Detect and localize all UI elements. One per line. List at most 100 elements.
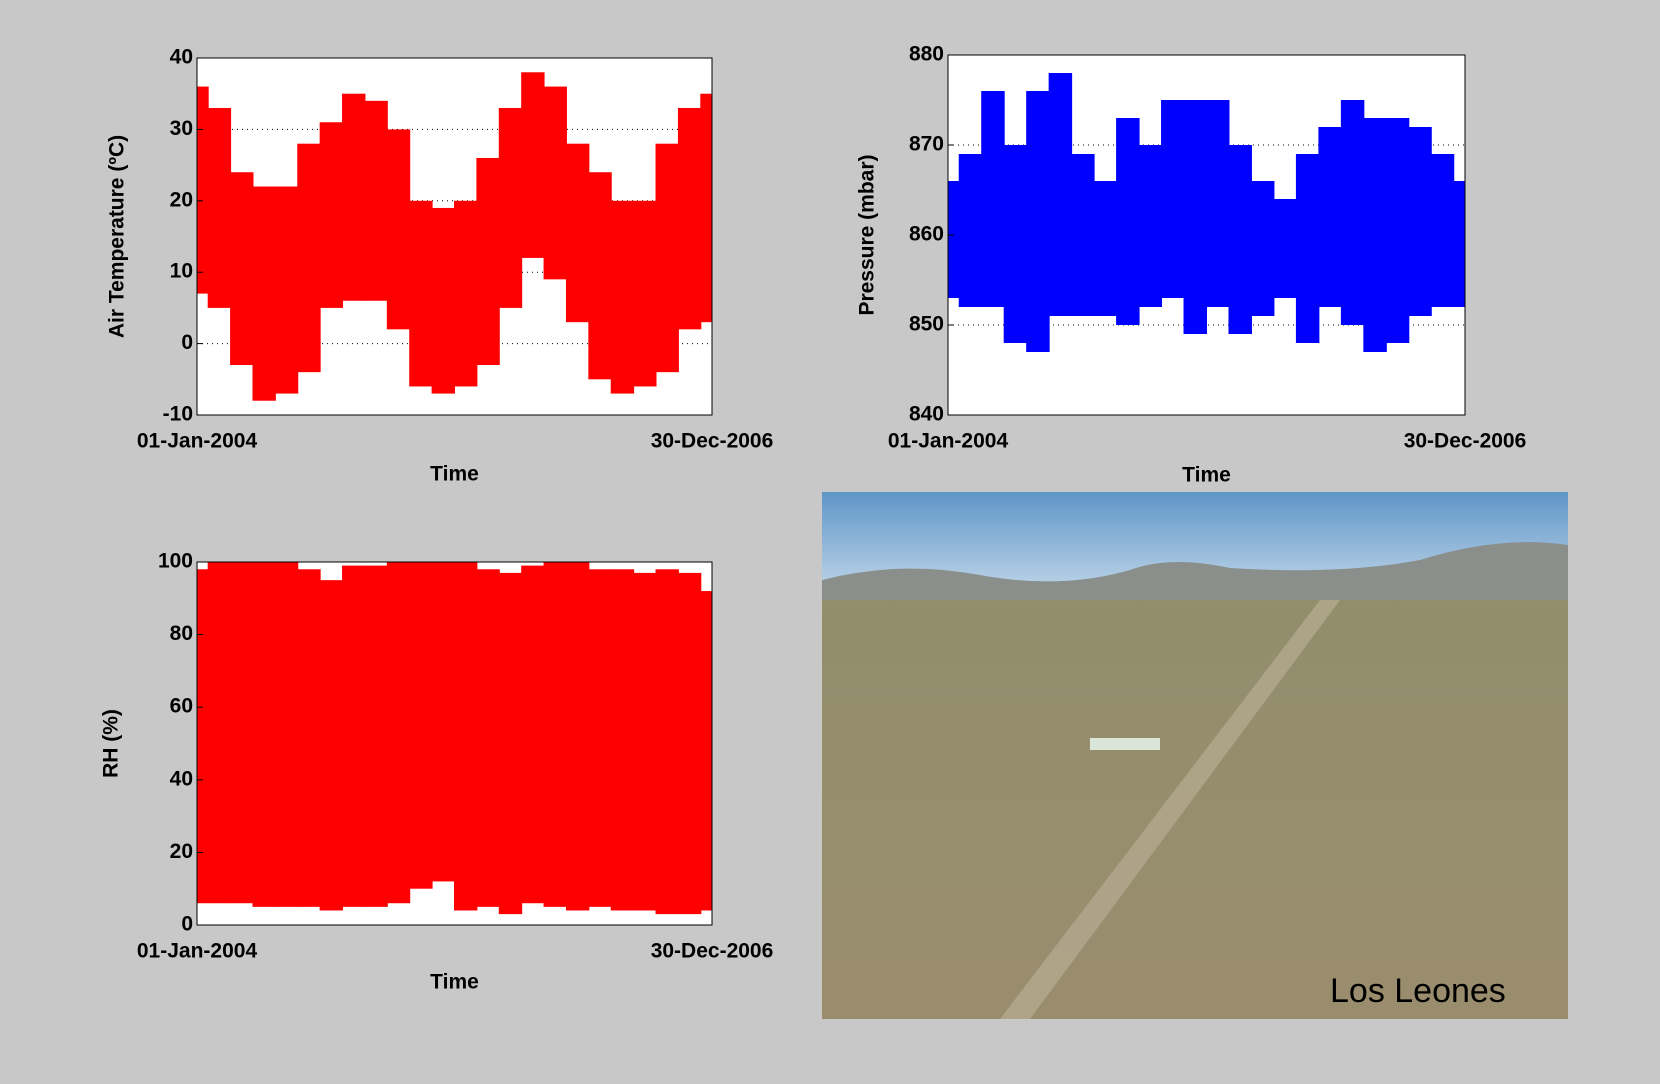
- range-bar: [958, 154, 983, 307]
- range-bar: [565, 562, 590, 911]
- range-bar: [297, 143, 321, 373]
- range-bar: [1273, 199, 1297, 298]
- range-bar: [476, 157, 500, 366]
- y-tick-label: 20: [170, 188, 193, 211]
- range-bar: [700, 591, 712, 911]
- range-bar: [454, 562, 478, 911]
- range-bar: [948, 181, 960, 298]
- range-bar: [252, 186, 276, 401]
- range-bar: [319, 580, 344, 911]
- range-bar: [1093, 181, 1118, 316]
- range-bar: [197, 569, 209, 904]
- chart: -10 0 10 20 30 40 01-Jan-2004 30-Dec-2006 Time Ai…: [106, 46, 774, 486]
- range-bar: [1206, 100, 1230, 307]
- y-tick-label: 840: [909, 403, 944, 426]
- range-bar: [431, 562, 455, 882]
- x-axis-label: Time: [430, 971, 479, 994]
- range-bar: [230, 172, 254, 366]
- photo: Los Leones: [822, 492, 1568, 1019]
- range-bar: [1295, 154, 1320, 343]
- y-tick-label: 870: [909, 133, 944, 156]
- y-tick-label: 40: [170, 46, 193, 69]
- range-bar: [655, 143, 679, 373]
- x-tick-label: 30-Dec-2006: [651, 430, 774, 453]
- range-bar: [981, 91, 1005, 307]
- range-bar: [364, 565, 388, 907]
- y-tick-label: 880: [909, 43, 944, 66]
- y-tick-label: 0: [181, 913, 193, 936]
- plot-frame: [196, 57, 713, 416]
- plot-frame: [947, 54, 1466, 416]
- y-tick-label: 40: [170, 767, 193, 790]
- range-bar: [1138, 145, 1163, 307]
- range-bar: [588, 569, 612, 907]
- range-bar: [1318, 127, 1342, 307]
- range-bar: [319, 122, 344, 308]
- range-bar: [498, 107, 523, 308]
- range-bar: [1453, 181, 1465, 307]
- building: [1090, 738, 1160, 750]
- range-bar: [543, 562, 567, 907]
- range-bar: [1116, 118, 1140, 325]
- y-tick-label: -10: [163, 403, 193, 426]
- range-bar: [386, 129, 411, 330]
- range-bar: [610, 569, 635, 911]
- mountains: [822, 542, 1568, 600]
- y-tick-label: 80: [170, 622, 193, 645]
- range-bar: [431, 207, 455, 394]
- range-bar: [364, 100, 388, 301]
- data-group: [197, 72, 712, 401]
- photo-caption: Los Leones: [1330, 972, 1506, 1010]
- range-bar: [677, 107, 702, 330]
- range-bar: [1340, 100, 1365, 325]
- data-group: [197, 562, 712, 915]
- x-axis-label: Time: [430, 463, 479, 486]
- range-bar: [207, 107, 232, 308]
- y-tick-label: 100: [158, 550, 193, 573]
- range-bar: [588, 172, 612, 380]
- range-bar: [252, 562, 276, 907]
- range-bar: [543, 86, 567, 280]
- range-bar: [342, 93, 366, 301]
- range-bar: [610, 200, 635, 394]
- range-bar: [498, 572, 523, 915]
- range-bar: [633, 200, 657, 387]
- range-bar: [565, 143, 590, 323]
- range-bar: [633, 572, 657, 911]
- chart: 0 20 40 60 80 100 01-Jan-2004 30-Dec-2006 Time RH…: [100, 550, 774, 994]
- x-tick-label: 01-Jan-2004: [137, 430, 258, 453]
- range-bar: [1228, 145, 1252, 334]
- y-tick-label: 850: [909, 313, 944, 336]
- range-bar: [1430, 154, 1455, 307]
- range-bar: [700, 93, 712, 323]
- range-bar: [207, 562, 232, 904]
- range-bar: [386, 562, 411, 904]
- x-axis-label: Time: [1182, 464, 1231, 487]
- y-tick-label: 20: [170, 840, 193, 863]
- data-group: [948, 73, 1465, 352]
- x-tick-label: 01-Jan-2004: [137, 940, 258, 963]
- range-bar: [1071, 154, 1095, 316]
- range-bar: [409, 200, 433, 387]
- y-tick-label: 860: [909, 223, 944, 246]
- y-tick-label: 60: [170, 695, 193, 718]
- range-bar: [297, 569, 321, 907]
- range-bar: [1161, 100, 1185, 298]
- range-bar: [342, 565, 366, 907]
- y-axis-label: RH (%): [100, 709, 123, 778]
- range-bar: [454, 200, 478, 387]
- x-tick-label: 30-Dec-2006: [651, 940, 774, 963]
- plot-frame: [196, 561, 713, 926]
- range-bar: [1385, 118, 1410, 343]
- range-bar: [230, 562, 254, 904]
- range-bar: [1003, 145, 1028, 343]
- x-tick-label: 01-Jan-2004: [888, 430, 1009, 453]
- range-bar: [655, 569, 679, 915]
- range-bar: [521, 565, 545, 904]
- range-bar: [197, 86, 209, 294]
- range-bar: [521, 72, 545, 258]
- y-tick-label: 10: [170, 260, 193, 283]
- chart: 840 850 860 870 880 01-Jan-2004 30-Dec-2006 Tim…: [856, 43, 1527, 487]
- range-bar: [1250, 181, 1275, 316]
